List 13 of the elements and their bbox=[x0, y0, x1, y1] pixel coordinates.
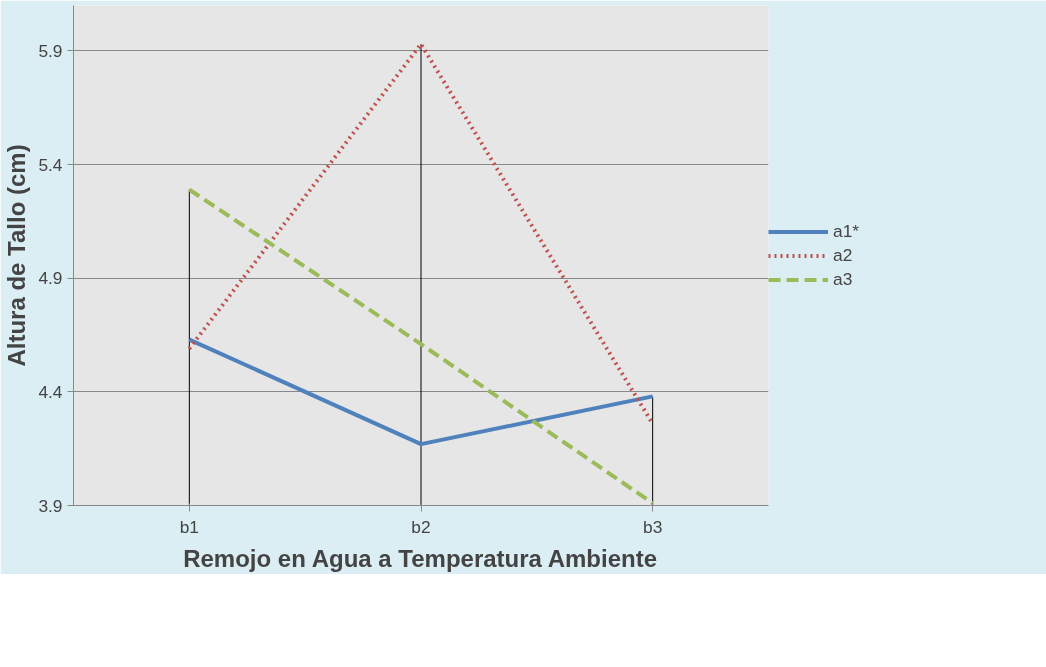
y-tick-label: 3.9 bbox=[38, 495, 63, 516]
x-tick-label: b3 bbox=[643, 516, 663, 537]
y-tick-label: 4.4 bbox=[38, 381, 63, 402]
x-axis-title: Remojo en Agua a Temperatura Ambiente bbox=[183, 544, 658, 572]
y-axis-title: Altura de Tallo (cm) bbox=[3, 144, 31, 367]
legend-label: a2 bbox=[833, 244, 853, 266]
x-tick-label: b2 bbox=[411, 516, 431, 537]
legend-label: a1* bbox=[833, 220, 860, 242]
y-tick-label: 4.9 bbox=[38, 268, 63, 289]
y-tick-label: 5.9 bbox=[38, 40, 63, 61]
y-tick-label: 5.4 bbox=[38, 154, 63, 175]
legend-label: a3 bbox=[833, 268, 853, 290]
x-tick-label: b1 bbox=[179, 516, 199, 537]
